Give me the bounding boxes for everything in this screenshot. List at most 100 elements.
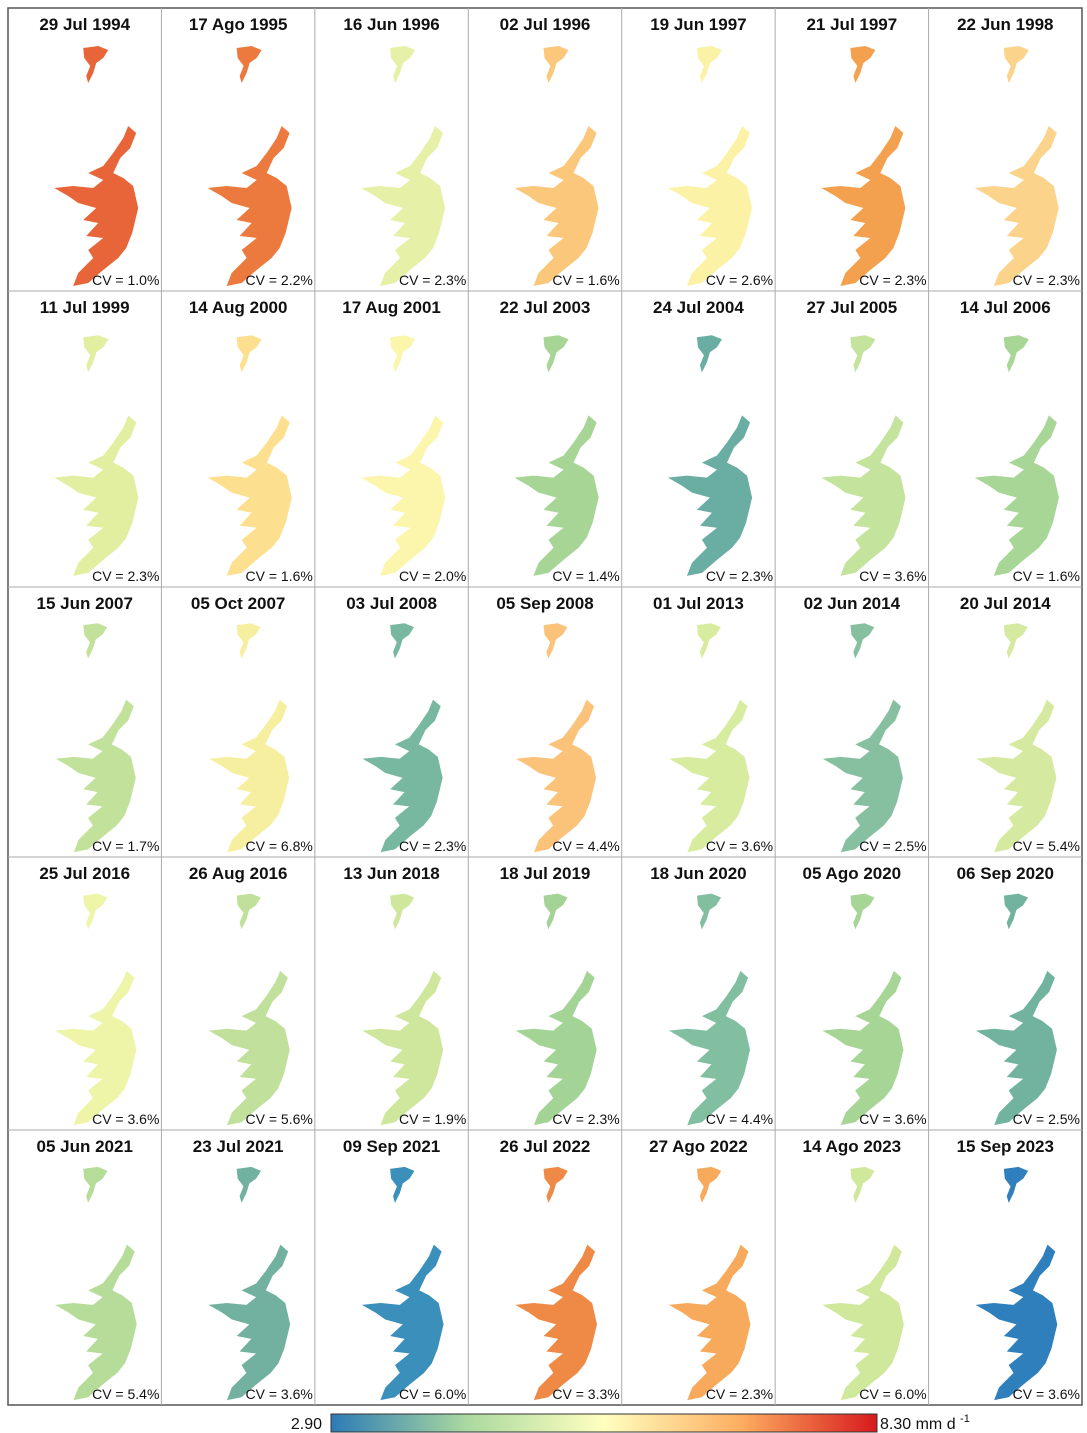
panel: 18 Jul 2019 CV = 2.3% <box>500 864 620 1127</box>
reservoir <box>55 623 136 853</box>
panel: 06 Sep 2020 CV = 2.5% <box>957 864 1080 1127</box>
reservoir <box>975 1166 1058 1401</box>
panel: 19 Jun 1997 CV = 2.6% <box>650 15 773 288</box>
panel-cv: CV = 6.0% <box>859 1386 926 1402</box>
reservoir <box>821 335 906 576</box>
panel: 22 Jul 2003 CV = 1.4% <box>500 298 620 584</box>
panel-date: 14 Aug 2000 <box>189 298 288 317</box>
panel: 14 Jul 2006 CV = 1.6% <box>960 298 1080 584</box>
panel-cv: CV = 1.7% <box>92 838 159 854</box>
panel: 25 Jul 2016 CV = 3.6% <box>39 864 159 1127</box>
panel-date: 05 Jun 2021 <box>37 1137 133 1156</box>
panel-date: 21 Jul 1997 <box>806 15 897 34</box>
panel: 23 Jul 2021 CV = 3.6% <box>193 1137 313 1402</box>
panel-cv: CV = 6.8% <box>246 838 313 854</box>
panel-date: 05 Oct 2007 <box>191 594 286 613</box>
reservoir <box>208 1166 291 1401</box>
panel: 13 Jun 2018 CV = 1.9% <box>343 864 466 1127</box>
panel-cv: CV = 6.0% <box>399 1386 466 1402</box>
panel: 14 Aug 2000 CV = 1.6% <box>189 298 313 584</box>
reservoir <box>669 623 750 853</box>
panel-cv: CV = 2.2% <box>246 272 313 288</box>
panel: 03 Jul 2008 CV = 2.3% <box>346 594 466 854</box>
panel-date: 26 Jul 2022 <box>500 1137 591 1156</box>
panel: 02 Jun 2014 CV = 2.5% <box>804 594 927 854</box>
panel-date: 27 Ago 2022 <box>649 1137 748 1156</box>
reservoir <box>208 893 290 1126</box>
reservoir <box>667 46 752 286</box>
panel-cv: CV = 1.0% <box>92 272 159 288</box>
reservoir <box>55 893 137 1126</box>
panel-date: 22 Jul 2003 <box>500 298 591 317</box>
panel: 05 Jun 2021 CV = 5.4% <box>37 1137 160 1402</box>
panel-cv: CV = 3.6% <box>859 1111 926 1127</box>
reservoir <box>361 1166 444 1401</box>
reservoir <box>55 1166 137 1401</box>
frame <box>7 7 1083 1406</box>
reservoir <box>976 623 1057 853</box>
panel: 15 Sep 2023 CV = 3.6% <box>957 1137 1080 1402</box>
panel-cv: CV = 2.3% <box>399 272 466 288</box>
reservoir <box>515 623 597 853</box>
panel-date: 06 Sep 2020 <box>957 864 1054 883</box>
reservoir <box>515 1166 597 1401</box>
panel-cv: CV = 2.3% <box>399 838 466 854</box>
panel-cv: CV = 4.4% <box>706 1111 773 1127</box>
colorbar-min: 2.90 <box>291 1416 322 1433</box>
panel-cv: CV = 1.9% <box>399 1111 466 1127</box>
panel-date: 15 Jun 2007 <box>37 594 133 613</box>
panel-cv: CV = 1.4% <box>552 568 619 584</box>
panel-cv: CV = 2.3% <box>706 1386 773 1402</box>
panel: 16 Jun 1996 CV = 2.3% <box>343 15 466 288</box>
reservoir <box>54 335 139 576</box>
panel-date: 15 Sep 2023 <box>957 1137 1054 1156</box>
panel-date: 09 Sep 2021 <box>343 1137 440 1156</box>
panel: 05 Ago 2020 CV = 3.6% <box>803 864 927 1127</box>
reservoir <box>667 335 753 576</box>
panel-date: 02 Jun 2014 <box>804 594 901 613</box>
reservoir <box>974 335 1059 576</box>
panel-date: 16 Jun 1996 <box>343 15 439 34</box>
panel-cv: CV = 3.6% <box>859 568 926 584</box>
panel-cv: CV = 5.4% <box>1013 838 1080 854</box>
reservoir <box>207 335 292 576</box>
reservoir <box>207 46 292 286</box>
panel-date: 19 Jun 1997 <box>650 15 746 34</box>
panel: 17 Aug 2001 CV = 2.0% <box>342 298 466 584</box>
panel-cv: CV = 2.3% <box>552 1111 619 1127</box>
panel-cv: CV = 3.6% <box>246 1386 313 1402</box>
panel-date: 01 Jul 2013 <box>653 594 744 613</box>
panel: 09 Sep 2021 CV = 6.0% <box>343 1137 466 1402</box>
panel-cv: CV = 2.5% <box>859 838 926 854</box>
panel: 29 Jul 1994 CV = 1.0% <box>39 15 159 288</box>
panel-cv: CV = 2.5% <box>1013 1111 1080 1127</box>
reservoir <box>361 46 446 286</box>
reservoir <box>669 893 751 1126</box>
panel-date: 26 Aug 2016 <box>189 864 288 883</box>
panel-date: 13 Jun 2018 <box>343 864 439 883</box>
panel-date: 05 Sep 2008 <box>496 594 593 613</box>
colorbar-unit: mm d <box>916 1416 956 1433</box>
panel-date: 18 Jul 2019 <box>500 864 591 883</box>
panel: 17 Ago 1995 CV = 2.2% <box>189 15 313 288</box>
reservoir <box>362 893 444 1126</box>
panel: 14 Ago 2023 CV = 6.0% <box>803 1137 927 1402</box>
colorbar-max: 8.30 mm d -1 <box>880 1413 970 1433</box>
panel-date: 03 Jul 2008 <box>346 594 437 613</box>
panel-date: 29 Jul 1994 <box>39 15 130 34</box>
panel: 27 Jul 2005 CV = 3.6% <box>806 298 926 584</box>
panel-cv: CV = 2.3% <box>859 272 926 288</box>
reservoir <box>822 893 904 1126</box>
colorbar <box>330 1413 878 1433</box>
panel-cv: CV = 3.6% <box>1013 1386 1080 1402</box>
panel-date: 20 Jul 2014 <box>960 594 1051 613</box>
panel: 15 Jun 2007 CV = 1.7% <box>37 594 160 854</box>
reservoir <box>974 46 1059 286</box>
panel-date: 14 Jul 2006 <box>960 298 1051 317</box>
reservoir <box>514 46 599 286</box>
panel: 02 Jul 1996 CV = 1.6% <box>500 15 620 288</box>
reservoir <box>821 46 906 286</box>
panel: 18 Jun 2020 CV = 4.4% <box>650 864 773 1127</box>
